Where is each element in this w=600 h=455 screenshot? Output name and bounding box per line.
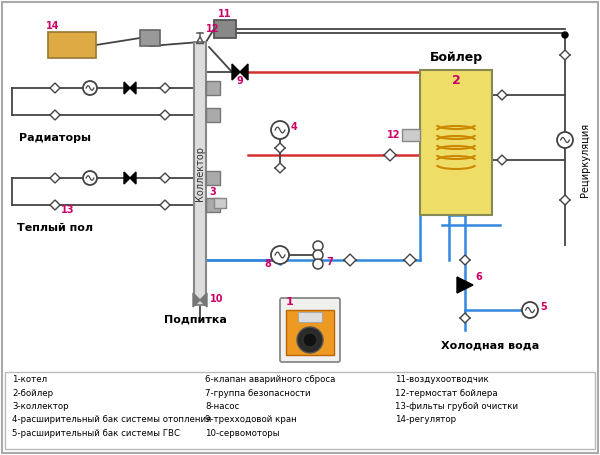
Text: 4-расширительный бак системы отопления: 4-расширительный бак системы отопления bbox=[12, 415, 211, 425]
Bar bbox=[48, 32, 96, 58]
Text: 5-расширительный бак системы ГВС: 5-расширительный бак системы ГВС bbox=[12, 429, 180, 438]
Polygon shape bbox=[200, 293, 207, 307]
Polygon shape bbox=[460, 313, 470, 323]
Bar bbox=[206, 81, 220, 95]
Text: 9: 9 bbox=[236, 76, 244, 86]
Circle shape bbox=[522, 302, 538, 318]
Polygon shape bbox=[50, 200, 60, 210]
Text: Подпитка: Подпитка bbox=[164, 314, 226, 324]
Text: 8: 8 bbox=[265, 259, 271, 269]
Bar bbox=[420, 70, 492, 215]
FancyBboxPatch shape bbox=[280, 298, 340, 362]
Text: 12: 12 bbox=[206, 24, 220, 34]
Polygon shape bbox=[160, 110, 170, 120]
Bar bbox=[140, 30, 160, 46]
Polygon shape bbox=[560, 50, 570, 60]
Polygon shape bbox=[193, 293, 200, 307]
Text: Коллектор: Коллектор bbox=[195, 146, 205, 201]
Polygon shape bbox=[50, 83, 60, 93]
Polygon shape bbox=[344, 254, 356, 266]
Polygon shape bbox=[124, 82, 130, 94]
Circle shape bbox=[557, 132, 573, 148]
Circle shape bbox=[83, 81, 97, 95]
Polygon shape bbox=[160, 173, 170, 183]
Circle shape bbox=[83, 171, 97, 185]
Text: 10-сервомоторы: 10-сервомоторы bbox=[205, 429, 280, 438]
Circle shape bbox=[313, 250, 323, 260]
Polygon shape bbox=[497, 90, 507, 100]
Text: 3-коллектор: 3-коллектор bbox=[12, 402, 68, 411]
Circle shape bbox=[313, 241, 323, 251]
Text: 12-термостат бойлера: 12-термостат бойлера bbox=[395, 389, 497, 398]
Text: 1-котел: 1-котел bbox=[12, 375, 47, 384]
Text: 11: 11 bbox=[218, 9, 232, 19]
Text: Теплый пол: Теплый пол bbox=[17, 223, 93, 233]
Text: 11-воздухоотводчик: 11-воздухоотводчик bbox=[395, 375, 489, 384]
Text: 1: 1 bbox=[286, 297, 294, 307]
Text: 2: 2 bbox=[452, 74, 460, 86]
Polygon shape bbox=[160, 83, 170, 93]
Polygon shape bbox=[130, 82, 136, 94]
Text: 14: 14 bbox=[46, 21, 59, 31]
Bar bbox=[214, 198, 226, 208]
Text: Рециркуляция: Рециркуляция bbox=[580, 123, 590, 197]
Polygon shape bbox=[384, 149, 396, 161]
Circle shape bbox=[297, 327, 323, 353]
Text: 7-группа безопасности: 7-группа безопасности bbox=[205, 389, 311, 398]
Polygon shape bbox=[275, 143, 285, 153]
Bar bbox=[206, 108, 220, 122]
Text: Холодная вода: Холодная вода bbox=[441, 340, 539, 350]
Polygon shape bbox=[124, 172, 130, 184]
Text: 9-трехходовой кран: 9-трехходовой кран bbox=[205, 415, 297, 425]
Circle shape bbox=[313, 259, 323, 269]
Text: 5: 5 bbox=[540, 302, 547, 312]
Bar bbox=[286, 310, 334, 355]
Text: 6-клапан аварийного сброса: 6-клапан аварийного сброса bbox=[205, 375, 335, 384]
Polygon shape bbox=[160, 200, 170, 210]
Polygon shape bbox=[240, 64, 248, 80]
Bar bbox=[402, 129, 420, 141]
Polygon shape bbox=[50, 110, 60, 120]
Bar bbox=[206, 171, 220, 185]
Text: 12: 12 bbox=[386, 130, 400, 140]
Polygon shape bbox=[130, 172, 136, 184]
Bar bbox=[206, 198, 220, 212]
Text: 6: 6 bbox=[475, 272, 482, 282]
Text: 4: 4 bbox=[291, 122, 298, 132]
Text: Радиаторы: Радиаторы bbox=[19, 133, 91, 143]
Polygon shape bbox=[460, 255, 470, 265]
Circle shape bbox=[562, 32, 568, 38]
Bar bbox=[298, 312, 322, 322]
Polygon shape bbox=[457, 277, 473, 293]
Text: 10: 10 bbox=[210, 294, 223, 304]
Polygon shape bbox=[404, 254, 416, 266]
Text: 7: 7 bbox=[326, 257, 333, 267]
Circle shape bbox=[271, 121, 289, 139]
Text: 8-насос: 8-насос bbox=[205, 402, 239, 411]
Circle shape bbox=[271, 246, 289, 264]
Polygon shape bbox=[50, 173, 60, 183]
Text: 2-бойлер: 2-бойлер bbox=[12, 389, 53, 398]
Polygon shape bbox=[560, 195, 570, 205]
Text: 14-регулятор: 14-регулятор bbox=[395, 415, 456, 425]
Bar bbox=[5, 372, 595, 449]
Polygon shape bbox=[232, 64, 240, 80]
Polygon shape bbox=[497, 155, 507, 165]
Bar bbox=[214, 20, 236, 38]
Bar bbox=[194, 42, 206, 305]
Text: 3: 3 bbox=[209, 187, 216, 197]
Text: 13: 13 bbox=[61, 205, 75, 215]
Circle shape bbox=[303, 333, 317, 347]
Text: Бойлер: Бойлер bbox=[430, 51, 482, 64]
Polygon shape bbox=[275, 163, 285, 173]
Text: 13-фильты грубой очистки: 13-фильты грубой очистки bbox=[395, 402, 518, 411]
